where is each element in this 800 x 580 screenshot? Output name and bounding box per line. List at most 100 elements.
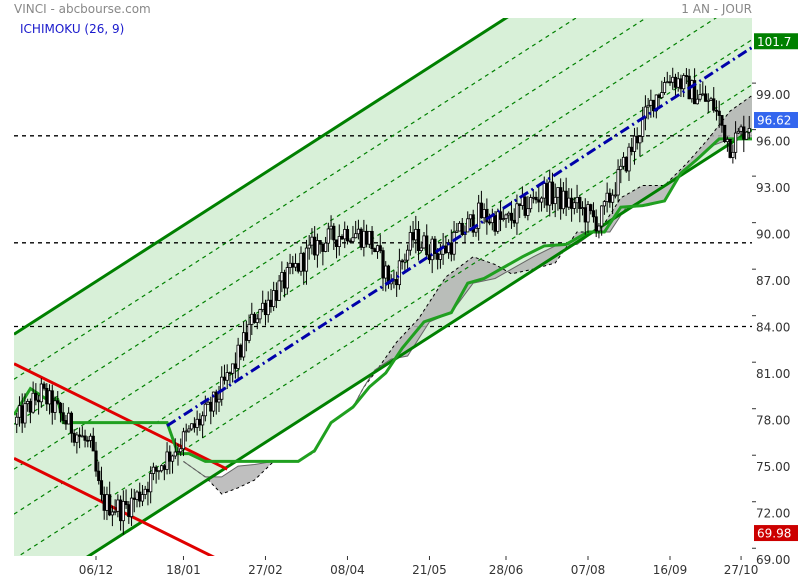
candle-body xyxy=(455,230,459,233)
candle-body xyxy=(200,415,205,426)
chart-title: VINCI - abcbourse.com xyxy=(14,2,151,16)
candle-body xyxy=(367,230,371,245)
candle-body xyxy=(496,211,500,232)
candle-body xyxy=(23,403,27,424)
candle-body xyxy=(665,81,669,84)
down-channel-line xyxy=(14,362,228,471)
candle-body xyxy=(53,400,57,413)
candle-body xyxy=(359,228,363,248)
candle-body xyxy=(110,511,114,516)
candle-body xyxy=(340,236,344,240)
candle-body xyxy=(586,204,590,223)
candle-body xyxy=(80,435,84,438)
candle-body xyxy=(529,197,533,210)
candle-body xyxy=(296,263,300,272)
candle-body xyxy=(334,239,339,247)
candle-body xyxy=(507,212,511,216)
indicator-label: ICHIMOKU (26, 9) xyxy=(20,22,125,36)
candle-body xyxy=(247,323,251,341)
candle-body xyxy=(684,75,689,77)
candle-body xyxy=(239,344,243,358)
candle-body xyxy=(556,187,560,198)
candle-body xyxy=(345,229,350,242)
candle-body xyxy=(662,82,667,93)
candle-body xyxy=(45,387,49,405)
candle-body xyxy=(83,435,87,441)
candle-body xyxy=(302,252,306,272)
candle-body xyxy=(564,190,568,208)
candle-body xyxy=(140,494,145,502)
candle-body xyxy=(649,99,653,106)
candle-body xyxy=(487,221,492,224)
candle-body xyxy=(149,473,153,493)
candle-body xyxy=(50,390,54,413)
candle-body xyxy=(436,253,440,260)
candle-body xyxy=(159,465,164,472)
candle-body xyxy=(91,435,95,452)
kijun-line xyxy=(14,137,752,463)
candle-body xyxy=(616,169,620,196)
candle-body xyxy=(214,391,218,403)
candle-body xyxy=(56,400,60,404)
candle-body xyxy=(236,344,240,369)
x-tick-label: 21/05 xyxy=(412,563,447,577)
channel-inner-line xyxy=(14,18,578,380)
candle-body xyxy=(575,196,579,204)
candle-body xyxy=(515,203,519,224)
candle-body xyxy=(162,465,166,470)
candle-body xyxy=(728,138,732,158)
price-badge-label: 69.98 xyxy=(757,527,791,541)
candle-body xyxy=(638,136,642,144)
candle-body xyxy=(138,491,142,502)
price-badge-label: 101.7 xyxy=(757,35,791,49)
candle-body xyxy=(471,214,475,233)
candle-body xyxy=(313,236,317,256)
candle-body xyxy=(668,81,672,84)
candle-body xyxy=(734,132,738,153)
candle-body xyxy=(64,420,68,425)
y-tick-label: 84.00 xyxy=(756,321,790,335)
candle-body xyxy=(124,500,128,506)
candle-body xyxy=(518,203,522,206)
candle-body xyxy=(373,248,377,253)
candle-body xyxy=(261,302,265,311)
candle-body xyxy=(660,92,664,98)
candle-body xyxy=(526,208,530,216)
candle-body xyxy=(712,98,716,111)
candle-body xyxy=(190,423,194,430)
candle-body xyxy=(86,439,90,442)
candle-body xyxy=(315,240,320,256)
candle-body xyxy=(485,209,489,223)
channel-border-line xyxy=(14,18,509,336)
candle-body xyxy=(403,259,407,263)
candle-body xyxy=(567,197,571,208)
candle-body xyxy=(493,215,497,232)
candle-body xyxy=(362,230,366,248)
candle-body xyxy=(411,232,415,241)
candle-body xyxy=(698,94,702,100)
candle-body xyxy=(47,390,52,405)
candle-body xyxy=(252,313,257,323)
candle-body xyxy=(250,313,254,325)
candle-body xyxy=(397,260,402,286)
candle-body xyxy=(78,434,82,437)
candle-body xyxy=(570,197,574,209)
candle-body xyxy=(318,240,322,245)
candle-body xyxy=(561,190,566,210)
candle-body xyxy=(143,488,147,495)
candle-body xyxy=(384,265,388,279)
candle-body xyxy=(129,497,134,517)
candle-body xyxy=(132,497,136,500)
candle-body xyxy=(241,332,246,358)
candle-body xyxy=(34,392,38,401)
y-tick-label: 90.00 xyxy=(756,228,790,242)
candle-body xyxy=(635,135,639,144)
candle-body xyxy=(108,494,112,516)
candle-body xyxy=(534,196,538,201)
candle-body xyxy=(209,401,213,412)
candle-body xyxy=(233,363,237,369)
candle-body xyxy=(621,156,626,167)
candle-body xyxy=(627,146,631,172)
candle-body xyxy=(176,451,180,454)
